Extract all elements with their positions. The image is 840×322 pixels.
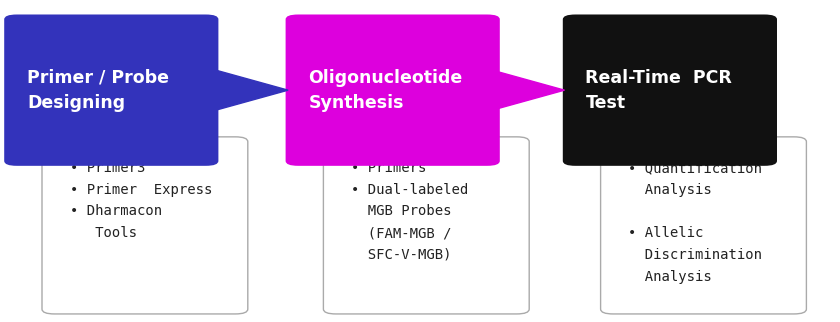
FancyBboxPatch shape xyxy=(563,14,777,166)
FancyBboxPatch shape xyxy=(42,137,248,314)
Text: Real-Time  PCR
Test: Real-Time PCR Test xyxy=(585,69,732,112)
Polygon shape xyxy=(489,69,564,111)
Text: • Primers
• Dual-labeled
  MGB Probes
  (FAM-MGB /
  SFC-V-MGB): • Primers • Dual-labeled MGB Probes (FAM… xyxy=(351,161,469,262)
Text: Primer / Probe
Designing: Primer / Probe Designing xyxy=(27,69,169,112)
Text: • Primer3
• Primer  Express
• Dharmacon
   Tools: • Primer3 • Primer Express • Dharmacon T… xyxy=(70,161,212,240)
FancyBboxPatch shape xyxy=(4,14,218,166)
FancyBboxPatch shape xyxy=(323,137,529,314)
Text: • Quantification
  Analysis

• Allelic
  Discrimination
  Analysis: • Quantification Analysis • Allelic Disc… xyxy=(628,161,763,283)
FancyBboxPatch shape xyxy=(601,137,806,314)
Text: Oligonucleotide
Synthesis: Oligonucleotide Synthesis xyxy=(308,69,463,112)
Polygon shape xyxy=(212,69,288,111)
FancyBboxPatch shape xyxy=(286,14,500,166)
